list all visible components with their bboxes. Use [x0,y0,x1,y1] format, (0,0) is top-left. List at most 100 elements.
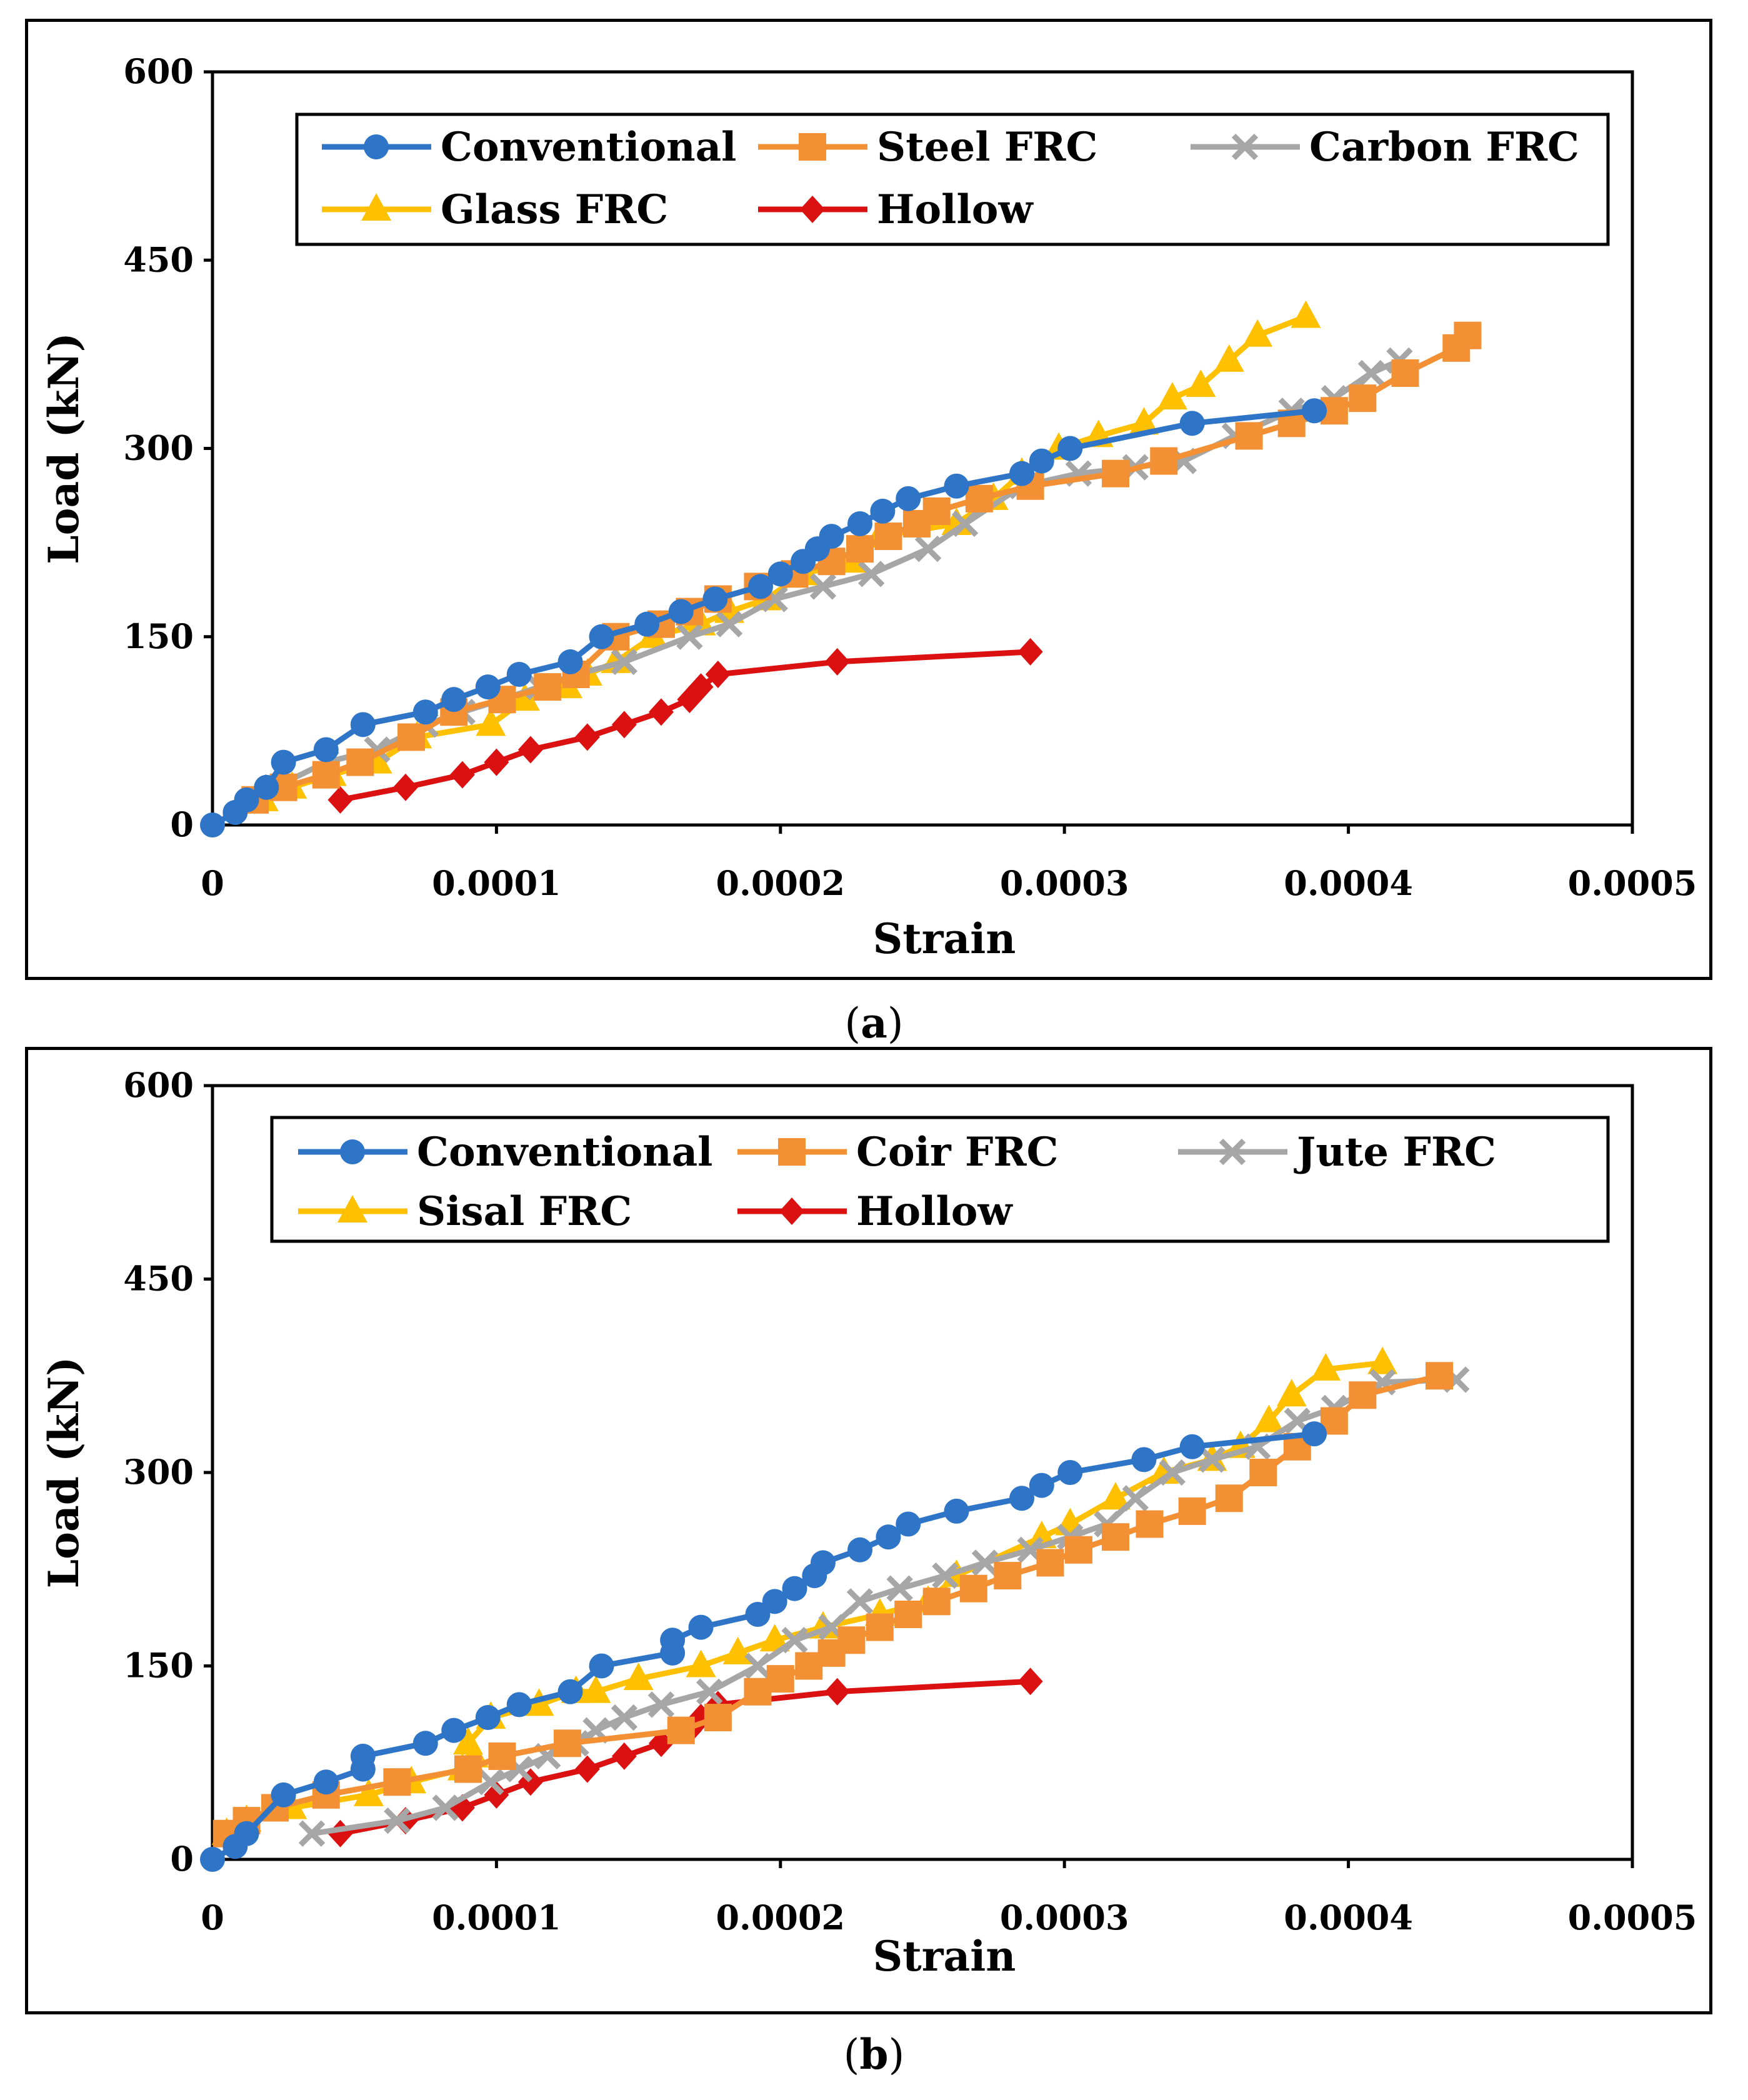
chart-a-point-conventional [1029,448,1054,474]
chart-b-point-sisal-frc [1276,1379,1307,1407]
chart-a-point-hollow [1017,638,1043,666]
chart-b-point-coir-frc [454,1755,482,1783]
chart-a-point-conventional [1009,461,1035,486]
chart-b-xtick-label: 0 [201,1898,224,1938]
chart-b-point-conventional [762,1589,787,1614]
chart-a-legend-label-steel-frc: Steel FRC [877,124,1097,171]
chart-b-point-coir-frc [704,1704,732,1732]
chart-b-point-hollow [327,1819,353,1848]
chart-b-point-coir-frc [866,1613,894,1641]
chart-b-point-sisal-frc [686,1649,716,1678]
chart-a-xtick-label: 0 [201,863,224,903]
chart-a-point-glass-frc [1242,319,1273,347]
chart-b-point-jute-frc [477,1769,504,1796]
chart-a-point-hollow [517,736,543,764]
chart-a-ytick-label: 150 [123,616,194,656]
chart-a-point-hollow [611,711,637,739]
chart-b-legend-item-jute-frc: Jute FRC [1178,1129,1496,1176]
chart-b-point-jute-frc [1159,1459,1186,1486]
chart-b-point-coir-frc [922,1588,951,1616]
chart-b-point-coir-frc [383,1768,411,1796]
caption-b-open: ( [843,2031,860,2079]
chart-b-point-hollow [574,1755,600,1783]
chart-b-point-jute-frc [1122,1485,1149,1512]
caption-b-label: b [859,2030,889,2079]
chart-a-point-conventional [234,787,259,812]
chart-b-point-jute-frc [432,1794,459,1821]
chart-b-point-sisal-frc [1311,1352,1341,1381]
chart-a-point-steel-frc [534,673,562,701]
chart-a-point-conventional [896,486,921,511]
chart-b-legend-marker-sisal-frc [337,1195,367,1222]
chart-a-point-conventional [200,812,225,838]
chart-b-series-conventional [200,1421,1327,1872]
chart-b-point-coir-frc [1036,1549,1064,1577]
chart-b-point-jute-frc [696,1678,723,1705]
chart-a-point-steel-frc [397,723,426,751]
chart-a-x-axis-title: Strain [873,914,1016,963]
chart-b-legend-label-conventional: Conventional [417,1129,712,1176]
chart-a-series-hollow [327,638,1043,814]
chart-a-point-glass-frc [509,683,540,711]
chart-b-point-coir-frc [667,1716,695,1744]
chart-a-point-glass-frc [1214,344,1244,372]
chart-a-xtick-label: 0.0005 [1568,863,1697,903]
chart-a-legend-marker-glass-frc [361,193,391,221]
chart-b-point-sisal-frc [1100,1482,1131,1510]
chart-b-series-hollow [327,1668,1043,1848]
chart-a-point-conventional [441,687,467,712]
chart-a-legend-item-carbon-frc: Carbon FRC [1191,124,1579,171]
chart-b-legend-label-hollow: Hollow [856,1188,1013,1235]
chart-b-ytick-label: 0 [170,1839,194,1879]
chart-b-legend [270,1116,1610,1243]
chart-a-point-conventional [271,749,296,775]
chart-b-legend-marker-jute-frc [1219,1138,1246,1166]
chart-a-point-carbon-frc [858,561,885,588]
chart-b-point-coir-frc [554,1729,581,1758]
chart-a-point-hollow [574,723,600,751]
chart-a-point-conventional [1057,436,1083,461]
chart-a-point-conventional [412,699,438,725]
chart-b-point-conventional [441,1718,467,1743]
chart-a-point-conventional [702,586,728,612]
chart-a-xtick-label: 0.0003 [1000,863,1129,903]
chart-b-point-conventional [782,1576,807,1601]
chart-b-point-sisal-frc [353,1778,384,1806]
chart-b-legend-label-coir-frc: Coir FRC [856,1129,1059,1176]
chart-a-point-glass-frc [476,708,506,736]
chart-b-point-conventional [810,1550,836,1576]
chart-a-point-glass-frc [1157,382,1187,410]
chart-b-point-conventional [1302,1421,1327,1447]
chart-a-legend-label-glass-frc: Glass FRC [441,186,668,233]
chart-a-y-axis-title: Load (kN) [39,332,88,564]
chart-b-point-conventional [589,1653,614,1679]
chart-b-legend-label-sisal-frc: Sisal FRC [417,1188,632,1235]
chart-b-point-conventional [234,1821,259,1846]
chart-b-point-coir-frc [837,1626,866,1654]
chart-a-point-steel-frc [346,748,374,776]
chart-a-point-conventional [350,712,376,738]
chart-b-point-conventional [350,1743,376,1769]
chart-b-point-coir-frc [1136,1510,1164,1538]
chart-b-ytick-label: 600 [123,1065,194,1105]
chart-b-legend-label-jute-frc: Jute FRC [1294,1129,1496,1176]
chart-a-point-conventional [819,524,844,549]
chart-a-point-conventional [944,473,969,499]
chart-a-point-carbon-frc [676,623,703,650]
chart-a-point-carbon-frc [809,573,837,600]
caption-b: (b) [0,2030,1748,2079]
chart-b-point-sisal-frc [759,1624,790,1652]
chart-b-point-coir-frc [1249,1459,1277,1486]
chart-b-legend-item-coir-frc: Coir FRC [737,1129,1059,1176]
chart-b-point-coir-frc [1349,1381,1377,1409]
chart-b-point-conventional [557,1679,583,1704]
chart-a-ytick-label: 0 [170,804,194,844]
chart-a-legend-label-hollow: Hollow [877,186,1034,233]
chart-a-legend-label-conventional: Conventional [441,124,736,171]
chart-b-svg: 0 150 300 450 600 0 0.0001 0.0002 0.0003 0.0004 0.… [39,1065,1697,1981]
chart-b-point-coir-frc [1426,1362,1454,1390]
chart-b-xtick-label: 0.0001 [432,1898,561,1938]
caption-b-close: ) [888,2031,905,2079]
chart-b-point-coir-frc [1215,1484,1243,1512]
chart-b-point-conventional [745,1601,771,1627]
